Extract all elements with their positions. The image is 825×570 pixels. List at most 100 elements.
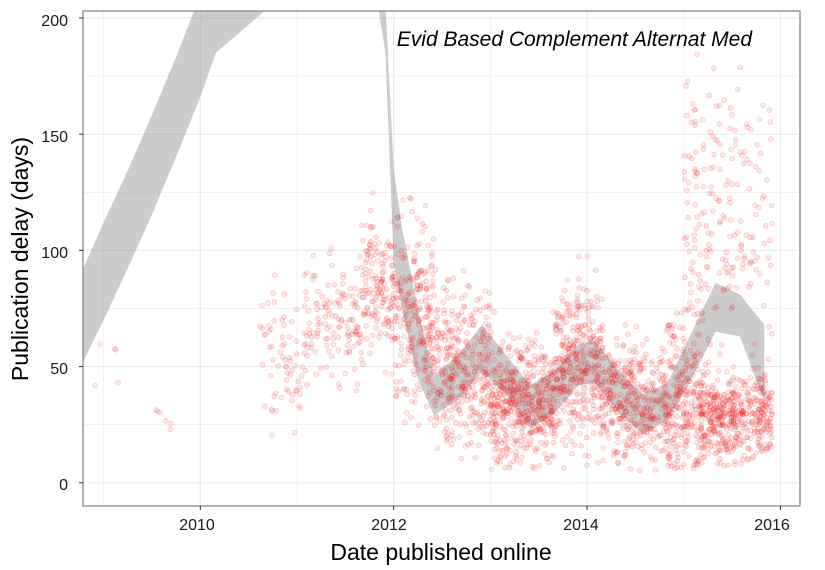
data-point: [582, 305, 588, 312]
data-point: [708, 184, 715, 190]
data-point: [719, 396, 725, 402]
data-point: [753, 379, 760, 386]
data-point: [696, 283, 702, 290]
data-point: [340, 274, 346, 281]
data-point: [284, 377, 290, 383]
data-point: [751, 431, 757, 437]
data-point: [425, 267, 431, 273]
data-point: [711, 395, 718, 401]
data-point: [691, 403, 698, 409]
data-point: [650, 415, 657, 422]
data-point: [585, 397, 591, 404]
data-point: [393, 379, 399, 385]
data-point: [607, 357, 614, 364]
data-point: [465, 372, 471, 378]
data-point: [517, 385, 523, 391]
data-point: [674, 451, 681, 457]
data-point: [631, 390, 637, 396]
data-point: [755, 386, 761, 392]
data-point: [454, 336, 461, 343]
data-point: [350, 343, 356, 350]
data-point: [628, 368, 634, 374]
data-point: [281, 322, 287, 329]
data-point: [676, 423, 682, 429]
data-point: [678, 354, 684, 361]
data-point: [497, 453, 503, 460]
data-point: [560, 357, 566, 364]
data-point: [648, 360, 655, 367]
data-point: [477, 352, 483, 358]
data-point: [717, 422, 724, 428]
data-point: [638, 365, 645, 372]
data-point: [611, 361, 618, 368]
data-point: [672, 353, 679, 360]
data-point: [459, 398, 466, 405]
data-point: [552, 366, 559, 373]
data-point: [575, 412, 582, 418]
data-point: [592, 379, 598, 385]
data-point: [563, 383, 569, 390]
data-point: [581, 366, 587, 372]
data-point: [577, 430, 583, 437]
data-point: [755, 406, 762, 413]
data-point: [702, 371, 708, 378]
data-point: [306, 320, 313, 326]
data-point: [427, 340, 433, 346]
data-point: [739, 410, 745, 416]
data-point: [354, 325, 361, 331]
data-point: [648, 386, 655, 393]
data-point: [314, 300, 320, 307]
data-point: [573, 356, 579, 363]
data-point: [388, 218, 395, 225]
data-point: [472, 368, 478, 375]
data-point: [565, 359, 572, 365]
data-point: [492, 379, 498, 386]
data-point: [458, 385, 465, 392]
data-point: [455, 359, 461, 365]
data-point: [344, 342, 351, 349]
data-point: [471, 389, 478, 396]
data-point: [528, 402, 535, 409]
data-point: [493, 366, 499, 373]
data-point: [435, 330, 441, 337]
data-point: [666, 422, 673, 428]
data-point: [683, 83, 689, 89]
data-point: [581, 371, 588, 377]
data-point: [580, 349, 587, 355]
data-point: [744, 390, 751, 397]
data-point: [552, 404, 558, 411]
data-point: [618, 403, 625, 410]
data-point: [713, 407, 720, 413]
data-point: [692, 360, 699, 366]
data-point: [729, 155, 736, 162]
data-point: [389, 337, 395, 343]
data-point: [481, 342, 488, 349]
data-point: [597, 335, 603, 342]
data-point: [656, 398, 662, 404]
data-point: [761, 374, 768, 380]
data-point: [700, 443, 706, 450]
data-point: [460, 363, 466, 369]
data-point: [507, 376, 514, 383]
data-point: [684, 388, 690, 394]
data-point: [703, 253, 710, 260]
data-point: [292, 362, 299, 369]
data-point: [516, 418, 522, 425]
data-point: [463, 339, 469, 346]
data-point: [622, 373, 628, 380]
data-point: [409, 208, 416, 215]
data-point: [478, 387, 485, 394]
data-point: [710, 424, 716, 430]
data-point: [714, 404, 721, 411]
data-point: [332, 313, 339, 319]
data-point: [563, 319, 569, 325]
data-point: [711, 394, 718, 401]
data-point: [392, 313, 398, 319]
data-point: [647, 439, 654, 446]
data-point: [729, 395, 736, 401]
data-point: [515, 407, 522, 414]
data-point: [523, 413, 529, 419]
data-point: [755, 375, 761, 382]
data-point: [328, 353, 335, 359]
data-point: [643, 416, 650, 423]
